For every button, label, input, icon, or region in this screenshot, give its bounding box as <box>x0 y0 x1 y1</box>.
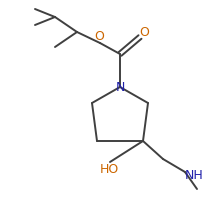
Text: HO: HO <box>100 163 119 176</box>
Text: NH: NH <box>185 169 203 182</box>
Text: O: O <box>94 30 104 43</box>
Text: O: O <box>139 26 149 39</box>
Text: N: N <box>115 81 125 94</box>
